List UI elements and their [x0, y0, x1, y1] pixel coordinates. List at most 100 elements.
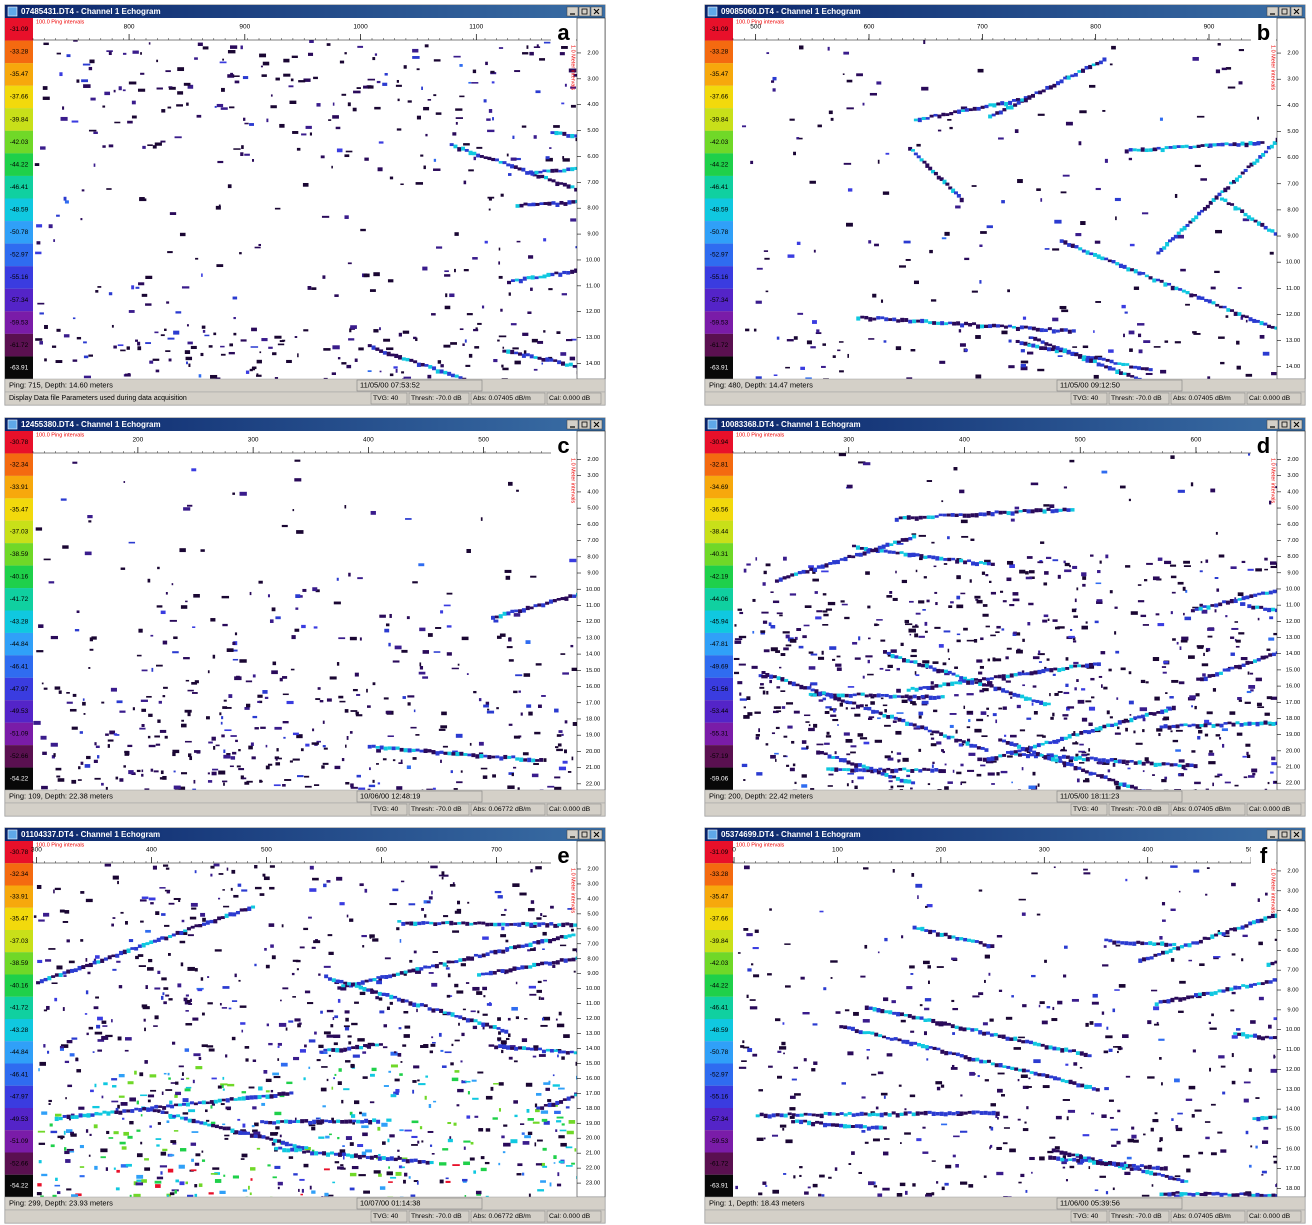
- echo-speckle: [1193, 333, 1200, 335]
- echo-trace: [1004, 326, 1008, 329]
- window-button-min[interactable]: [1267, 420, 1278, 429]
- echo-speckle: [309, 1039, 316, 1042]
- depth-tick-label: 12.00: [586, 619, 601, 625]
- echo-speckle: [770, 755, 776, 759]
- echo-speckle: [938, 130, 941, 132]
- echo-speckle: [370, 1101, 374, 1103]
- window-button-min[interactable]: [567, 830, 578, 839]
- echo-speckle: [51, 1144, 55, 1147]
- echo-speckle: [310, 132, 312, 135]
- echo-trace: [833, 696, 837, 700]
- echo-speckle: [536, 1163, 542, 1165]
- echo-speckle: [327, 1010, 334, 1012]
- window-button-max[interactable]: [579, 7, 590, 16]
- window-button-max[interactable]: [1279, 7, 1290, 16]
- echo-speckle: [221, 88, 225, 92]
- echo-speckle: [218, 1085, 222, 1088]
- echo-speckle: [1001, 331, 1007, 335]
- echo-speckle: [364, 158, 368, 161]
- echo-trace: [1020, 98, 1024, 101]
- echo-speckle: [863, 103, 865, 106]
- echo-trace: [1177, 145, 1181, 148]
- echo-speckle: [1037, 369, 1044, 371]
- echo-speckle: [812, 579, 819, 582]
- echo-speckle: [104, 92, 110, 95]
- echo-trace: [1252, 319, 1256, 323]
- echo-speckle: [213, 333, 216, 336]
- echo-speckle: [790, 768, 795, 771]
- window-button-min[interactable]: [567, 7, 578, 16]
- echo-speckle: [1240, 602, 1245, 606]
- echo-speckle: [1153, 576, 1160, 580]
- echo-speckle: [532, 339, 538, 343]
- echo-trace: [1092, 64, 1096, 67]
- echo-speckle: [67, 702, 73, 704]
- echo-speckle: [321, 1088, 327, 1092]
- echo-speckle: [146, 696, 152, 698]
- echo-trace: [408, 748, 412, 752]
- echo-speckle: [912, 626, 918, 628]
- echo-speckle: [910, 634, 912, 636]
- parameter-abs: Abs: 0.07405 dB/m: [1173, 806, 1231, 813]
- echo-speckle: [922, 701, 929, 704]
- echo-trace: [995, 510, 999, 513]
- echo-trace: [1017, 745, 1021, 749]
- echo-speckle: [403, 331, 409, 334]
- echo-speckle: [1009, 564, 1015, 568]
- echo-trace: [1171, 286, 1175, 290]
- scale-label: -49.53: [10, 1116, 29, 1123]
- echo-speckle: [409, 1176, 411, 1179]
- echo-trace: [647, 197, 651, 201]
- echo-speckle: [289, 1156, 293, 1159]
- echo-speckle: [357, 577, 363, 579]
- echo-trace: [1077, 664, 1081, 667]
- echo-speckle: [513, 767, 516, 769]
- echo-speckle: [350, 637, 357, 640]
- window-button-max[interactable]: [1279, 420, 1290, 429]
- depth-tick-label: 10.00: [1286, 586, 1301, 592]
- echo-trace: [1158, 763, 1162, 766]
- window-button-max[interactable]: [579, 420, 590, 429]
- echo-speckle: [220, 1083, 227, 1085]
- echo-trace: [634, 143, 638, 147]
- echo-speckle: [136, 287, 140, 289]
- echo-speckle: [1181, 637, 1188, 641]
- depth-tick-label: 13.00: [586, 335, 601, 341]
- echo-trace: [568, 414, 572, 417]
- echo-speckle: [164, 1073, 167, 1075]
- echo-speckle: [1177, 235, 1184, 239]
- echo-trace: [848, 701, 852, 704]
- echo-trace: [860, 316, 864, 319]
- echo-speckle: [1095, 301, 1101, 303]
- echo-trace: [1166, 763, 1170, 766]
- echo-trace: [451, 752, 455, 755]
- echo-speckle: [175, 1092, 181, 1095]
- echo-speckle: [536, 1093, 541, 1096]
- echo-trace: [607, 584, 611, 587]
- echo-trace: [909, 723, 913, 726]
- echo-speckle: [436, 246, 442, 248]
- echo-trace: [1134, 269, 1138, 273]
- echo-speckle: [1183, 587, 1186, 591]
- echo-speckle: [487, 709, 489, 711]
- window-button-min[interactable]: [1267, 7, 1278, 16]
- echo-trace: [559, 201, 563, 205]
- echo-speckle: [134, 1071, 137, 1075]
- echo-speckle: [164, 925, 169, 927]
- echo-trace: [975, 513, 979, 517]
- echo-speckle: [188, 1109, 195, 1112]
- echo-speckle: [419, 662, 421, 666]
- window-button-max[interactable]: [579, 830, 590, 839]
- echo-speckle: [119, 1074, 125, 1077]
- scale-label: -44.84: [10, 1049, 29, 1056]
- echo-speckle: [346, 151, 353, 153]
- echo-speckle: [376, 763, 379, 765]
- echo-speckle: [457, 1104, 460, 1106]
- echo-speckle: [58, 1136, 65, 1138]
- scale-label: -54.22: [10, 1183, 29, 1190]
- ping-ruler: [33, 431, 577, 453]
- echo-speckle: [223, 783, 225, 786]
- echo-speckle: [874, 244, 879, 247]
- window-button-min[interactable]: [567, 420, 578, 429]
- echo-trace: [491, 158, 495, 161]
